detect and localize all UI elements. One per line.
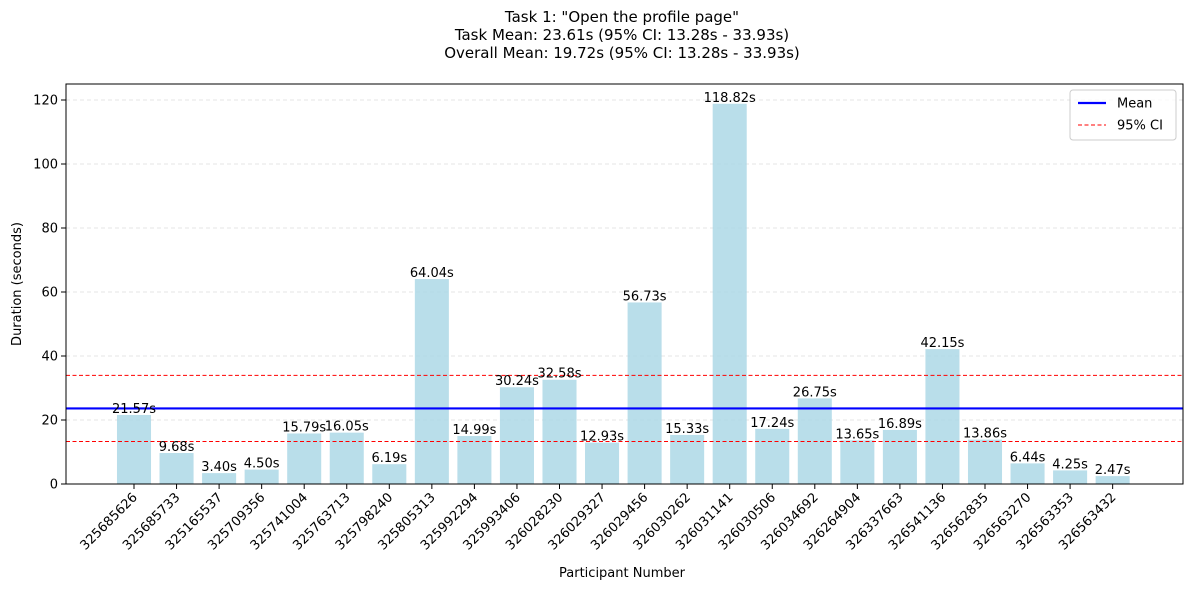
bar-value-label: 26.75s (793, 385, 837, 400)
y-axis: 0 20 40 60 80 100 120 (33, 94, 66, 493)
bar-value-label: 16.89s (878, 417, 922, 432)
bar-value-label: 42.15s (920, 336, 964, 351)
bar-value-label: 13.65s (835, 427, 879, 442)
bar-value-label: 6.19s (371, 451, 407, 466)
bar-value-label: 13.86s (963, 427, 1007, 442)
bar (755, 428, 790, 484)
bar (840, 440, 875, 484)
bar (414, 279, 449, 484)
bar (882, 429, 917, 484)
bar-value-label: 4.25s (1052, 457, 1088, 472)
legend-label: Mean (1117, 97, 1152, 112)
bar (925, 349, 960, 484)
legend: Mean 95% CI (1069, 89, 1177, 141)
bar-value-label: 12.93s (580, 430, 624, 445)
title-line-3: Overall Mean: 19.72s (95% CI: 13.28s - 3… (444, 44, 800, 62)
bar (967, 439, 1003, 484)
bar (1053, 470, 1088, 484)
y-tick-label: 20 (41, 414, 58, 429)
bar (457, 436, 492, 484)
bar (372, 464, 407, 484)
y-gridlines (66, 99, 1183, 421)
bar (159, 453, 194, 484)
bar (712, 103, 747, 484)
bar (499, 387, 534, 484)
bar-value-label: 3.40s (201, 460, 237, 475)
bar-value-label: 2.47s (1095, 463, 1131, 478)
y-tick-label: 60 (41, 286, 58, 301)
y-tick-label: 80 (41, 222, 58, 237)
y-tick-label: 40 (41, 350, 58, 365)
bar-value-label: 118.82s (704, 91, 756, 106)
bar (116, 414, 152, 484)
bar-value-label: 32.58s (538, 367, 582, 382)
bar (585, 442, 620, 484)
y-tick-label: 0 (50, 478, 58, 493)
title-line-1: Task 1: "Open the profile page" (504, 8, 739, 26)
bar-value-label: 6.44s (1010, 450, 1046, 465)
bar (244, 469, 279, 484)
bar-value-label: 15.79s (282, 420, 326, 435)
bar (202, 473, 237, 484)
y-tick-label: 120 (33, 94, 58, 109)
bar-value-label: 4.50s (244, 457, 280, 472)
bar (627, 302, 662, 484)
title-line-2: Task Mean: 23.61s (95% CI: 13.28s - 33.9… (454, 26, 789, 44)
x-axis-label: Participant Number (559, 566, 686, 581)
bar-value-label: 9.68s (159, 440, 195, 455)
y-axis-label: Duration (seconds) (10, 222, 25, 346)
bar-value-label: 30.24s (495, 374, 539, 389)
y-tick-label: 100 (33, 158, 58, 173)
legend-label: 95% CI (1117, 119, 1163, 134)
bar-value-label: 56.73s (623, 289, 667, 304)
x-axis: 3256856263256857333251655373257093563257… (78, 484, 1119, 553)
reference-lines (66, 374, 1183, 443)
bar-value-label: 21.57s (112, 402, 156, 417)
bar (1010, 463, 1045, 484)
bar-value-label: 14.99s (452, 423, 496, 438)
bar (542, 379, 577, 484)
bar (1095, 476, 1130, 484)
bar-value-label: 64.04s (410, 266, 454, 281)
bar-value-label: 15.33s (665, 422, 709, 437)
bar-value-label: 17.24s (750, 416, 794, 431)
chart-title: Task 1: "Open the profile page" Task Mea… (444, 8, 800, 62)
bar (329, 432, 364, 484)
bar (670, 434, 705, 484)
bar-value-label: 16.05s (325, 420, 369, 435)
plot-frame (65, 83, 1184, 485)
